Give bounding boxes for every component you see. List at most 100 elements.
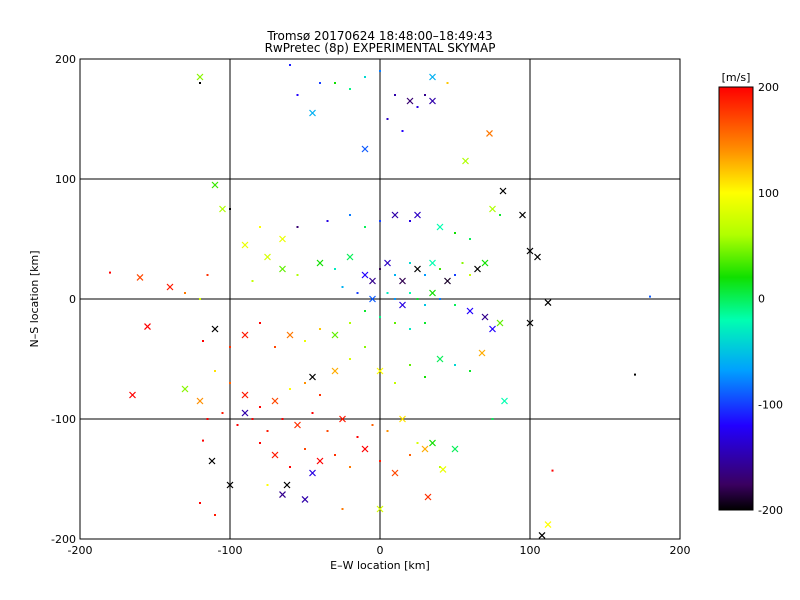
data-point-dot <box>424 322 426 324</box>
data-point-x <box>226 481 234 489</box>
data-point-dot <box>401 130 404 132</box>
data-point-x <box>316 259 324 267</box>
x-tick-label: 200 <box>670 544 691 557</box>
data-point-x <box>241 391 249 399</box>
data-point-x <box>466 307 474 315</box>
data-point-dot <box>424 376 426 378</box>
data-point-dot <box>416 106 419 108</box>
data-point-x <box>444 277 451 285</box>
data-point-dot <box>334 268 336 270</box>
data-point-dot <box>446 82 449 84</box>
data-point-dot <box>424 94 426 96</box>
data-point-dot <box>326 220 329 222</box>
data-point-x <box>544 521 552 529</box>
data-point-dot <box>319 328 321 330</box>
data-point-x <box>451 445 459 453</box>
colorbar-tick-label: 200 <box>758 81 779 94</box>
data-point-x <box>279 265 286 273</box>
data-point-dot <box>229 346 231 348</box>
data-point-dot <box>334 82 336 84</box>
data-point-dot <box>251 280 254 282</box>
data-point-x <box>414 265 421 273</box>
data-point-dot <box>454 304 456 306</box>
data-point-x <box>501 397 508 405</box>
data-point-x <box>399 415 406 423</box>
colorbar-tick-label: 0 <box>758 293 765 306</box>
data-point-x <box>478 349 486 357</box>
chart-title: Tromsø 20170624 18:48:00–18:49:43 <box>266 29 492 43</box>
data-point-dot <box>259 322 261 324</box>
data-point-dot <box>259 226 261 228</box>
data-point-dot <box>416 442 419 444</box>
data-point-dot <box>379 460 381 462</box>
data-point-dot <box>439 268 441 270</box>
data-point-x <box>241 331 249 339</box>
data-point-dot <box>364 346 366 348</box>
colorbar-tick-labels: 200 100 0 -100 -200 <box>758 81 783 517</box>
data-point-x <box>309 469 316 477</box>
data-point-dot <box>184 292 186 294</box>
data-point-dot <box>469 370 471 372</box>
data-point-x <box>271 451 279 459</box>
data-point-dot <box>409 292 411 294</box>
data-point-dot <box>364 76 366 78</box>
data-point-x <box>399 277 406 285</box>
data-point-dot <box>379 268 381 270</box>
data-point-x <box>534 253 541 261</box>
data-point-x <box>361 445 369 453</box>
data-point-dot <box>341 508 344 510</box>
data-point-dot <box>349 322 351 324</box>
data-point-dot <box>394 298 396 300</box>
data-point-dot <box>386 292 389 294</box>
data-point-dot <box>296 94 299 96</box>
y-tick-label: 200 <box>55 53 76 66</box>
data-point-dot <box>551 469 554 472</box>
data-point-dot <box>206 274 209 276</box>
data-point-x <box>429 439 436 447</box>
data-point-dot <box>274 346 276 348</box>
colorbar-gradient <box>718 86 754 511</box>
data-point-dot <box>394 94 396 96</box>
data-point-x <box>489 325 496 333</box>
data-point-x <box>538 531 546 539</box>
data-point-x <box>481 259 489 267</box>
data-point-dot <box>349 214 351 216</box>
y-tick-label: 0 <box>69 293 76 306</box>
data-point-dot <box>379 220 381 222</box>
data-point-x <box>339 415 346 423</box>
data-point-dot <box>289 388 291 390</box>
data-point-dot <box>469 274 471 276</box>
data-point-x <box>429 289 436 297</box>
data-point-dot <box>349 358 351 360</box>
data-point-dot <box>334 454 336 456</box>
data-point-x <box>181 385 189 393</box>
colorbar: [m/s] 200 100 0 -100 -200 <box>718 71 783 517</box>
data-point-x <box>399 301 406 309</box>
data-point-dot <box>379 316 381 318</box>
plot-area <box>79 58 681 540</box>
data-point-dot <box>394 382 396 384</box>
data-point-x <box>331 331 339 339</box>
data-point-dot <box>409 328 411 330</box>
data-point-dot <box>319 394 321 396</box>
data-points <box>109 64 651 539</box>
data-point-x <box>286 331 294 339</box>
x-tick-label: -100 <box>218 544 243 557</box>
grid-lines <box>80 59 680 539</box>
data-point-dot <box>311 412 314 414</box>
data-point-x <box>279 491 286 499</box>
data-point-x <box>544 299 552 307</box>
data-point-x <box>429 73 436 81</box>
x-tick-labels: -200 -100 0 100 200 <box>68 544 691 557</box>
data-point-dot <box>304 340 306 342</box>
data-point-x <box>166 283 174 291</box>
data-point-dot <box>356 292 359 294</box>
data-point-dot <box>356 436 359 438</box>
data-point-dot <box>296 226 299 228</box>
data-point-dot <box>439 298 441 300</box>
data-point-dot <box>214 370 216 372</box>
data-point-x <box>499 187 507 195</box>
data-point-dot <box>296 274 299 276</box>
data-point-x <box>208 457 216 465</box>
data-point-x <box>526 247 534 255</box>
